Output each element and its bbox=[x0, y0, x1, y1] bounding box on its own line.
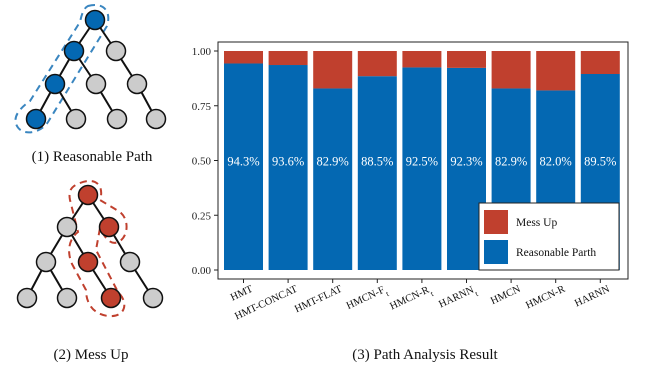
data-labels: 94.3% 93.6% 82.9% 88.5% 92.5% 92.3% 82.9% 82.0%… bbox=[227, 155, 616, 169]
tree-node bbox=[106, 108, 128, 130]
tree-edges bbox=[35, 19, 157, 120]
x-tick-label: HARNN bbox=[573, 284, 612, 310]
bar-mess-up bbox=[313, 51, 353, 89]
caption-reasonable-path: (1) Reasonable Path bbox=[32, 149, 153, 165]
reasonable-path-outline bbox=[14, 4, 110, 134]
stacked-bar-chart: 0.00 0.25 0.50 0.75 1.00 94.3% 93.6% 82.9% 88.5… bbox=[192, 41, 629, 322]
legend-swatch bbox=[484, 240, 508, 264]
bar-reasonable-path bbox=[268, 65, 308, 271]
x-tick-label: HARNNt bbox=[437, 283, 480, 313]
tree-node bbox=[25, 108, 47, 130]
bar-mess-up bbox=[224, 51, 263, 64]
bars bbox=[224, 51, 620, 271]
bar-mess-up bbox=[402, 51, 442, 68]
tree-node bbox=[35, 251, 57, 273]
tree-node bbox=[126, 73, 148, 95]
bar-mess-up bbox=[357, 51, 397, 77]
legend-swatch bbox=[484, 210, 508, 234]
y-tick-label: 0.00 bbox=[192, 265, 212, 277]
caption-path-analysis: (3) Path Analysis Result bbox=[352, 347, 498, 363]
bar-reasonable-path bbox=[357, 76, 397, 270]
bar-value-label: 92.3% bbox=[450, 155, 482, 169]
bar-value-label: 82.9% bbox=[495, 155, 527, 169]
tree-node-root bbox=[84, 9, 106, 31]
tree-node bbox=[85, 73, 107, 95]
y-axis: 0.00 0.25 0.50 0.75 1.00 bbox=[192, 46, 218, 277]
y-tick-label: 0.25 bbox=[192, 210, 212, 222]
tree-node bbox=[100, 287, 122, 309]
bar-reasonable-path bbox=[402, 67, 442, 270]
tree-node bbox=[142, 287, 164, 309]
x-tick-label: HMT-FLAT bbox=[293, 284, 344, 316]
tree-node bbox=[65, 108, 87, 130]
bar-value-label: 82.9% bbox=[317, 155, 349, 169]
mess-path-outline bbox=[68, 180, 128, 318]
tree-node bbox=[77, 251, 99, 273]
bar-value-label: 89.5% bbox=[584, 155, 616, 169]
x-tick-label: HMCN-R bbox=[524, 284, 567, 312]
bar-reasonable-path bbox=[224, 63, 263, 270]
tree-node-root bbox=[77, 184, 99, 206]
legend-label: Mess Up bbox=[516, 217, 557, 229]
bar-value-label: 93.6% bbox=[272, 155, 304, 169]
tree-edges bbox=[26, 194, 154, 299]
bar-mess-up bbox=[536, 51, 576, 91]
y-tick-label: 1.00 bbox=[192, 46, 212, 58]
bar-value-label: 88.5% bbox=[361, 155, 393, 169]
y-tick-label: 0.75 bbox=[192, 101, 212, 113]
tree-node bbox=[44, 73, 66, 95]
x-tick-label: HMCN-Rt bbox=[388, 283, 435, 315]
bar-mess-up bbox=[268, 51, 308, 66]
tree-node bbox=[63, 40, 85, 62]
legend-label: Reasonable Parth bbox=[516, 247, 596, 259]
tree-node bbox=[98, 216, 120, 238]
y-tick-label: 0.50 bbox=[192, 156, 212, 168]
tree-node bbox=[145, 108, 167, 130]
x-tick-label: HMCN bbox=[489, 284, 523, 307]
tree-node bbox=[56, 287, 78, 309]
tree-node bbox=[105, 40, 127, 62]
tree-node bbox=[16, 287, 38, 309]
tree-diagram-mess bbox=[16, 180, 164, 318]
bar-mess-up bbox=[491, 51, 531, 89]
bar-value-label: 94.3% bbox=[227, 155, 259, 169]
tree-diagram-reasonable bbox=[14, 4, 167, 134]
bar-reasonable-path bbox=[313, 88, 353, 270]
x-tick-label: HMT bbox=[229, 284, 255, 304]
bar-value-label: 82.0% bbox=[540, 155, 572, 169]
tree-node bbox=[119, 251, 141, 273]
legend: Mess Up Reasonable Parth bbox=[478, 202, 620, 271]
caption-mess-up: (2) Mess Up bbox=[54, 347, 129, 363]
bar-value-label: 92.5% bbox=[406, 155, 438, 169]
x-tick-label: HMCN-Ft bbox=[345, 283, 391, 315]
bar-mess-up bbox=[447, 51, 486, 68]
tree-node bbox=[56, 216, 78, 238]
bar-mess-up bbox=[580, 51, 620, 74]
